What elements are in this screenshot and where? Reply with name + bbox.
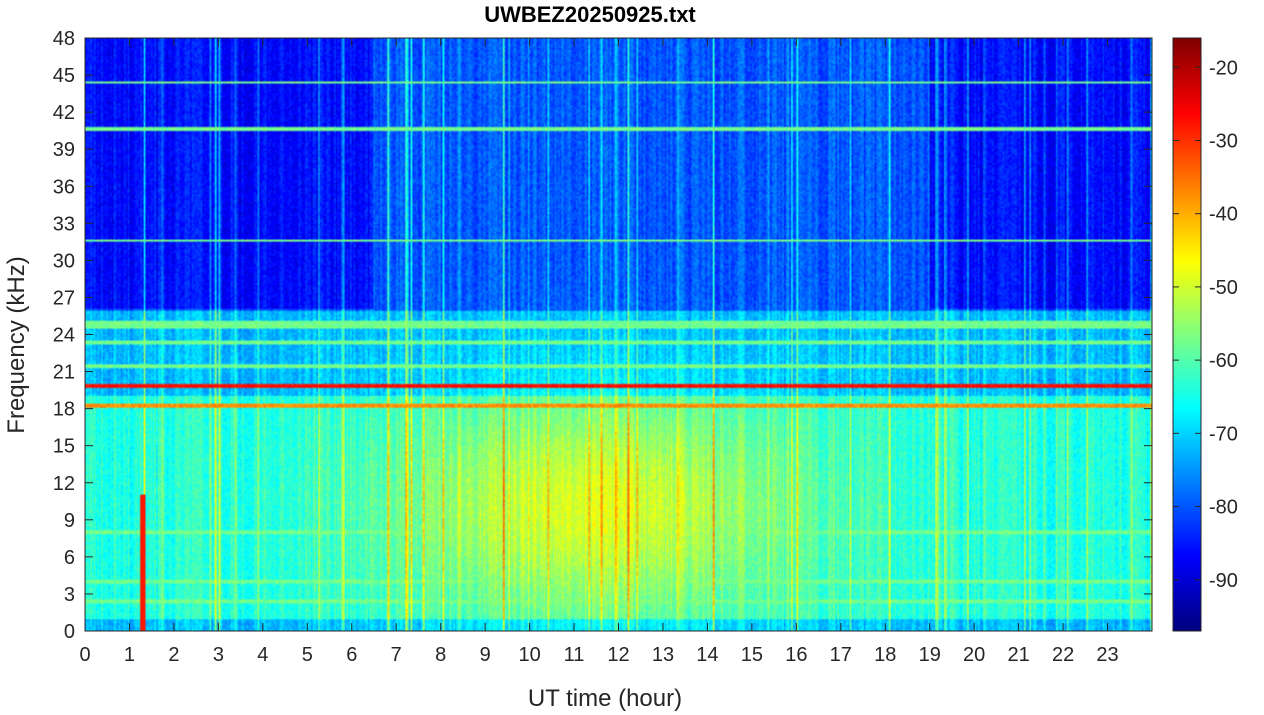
y-tick-label: 3 xyxy=(64,584,75,606)
plot-area xyxy=(84,37,1153,632)
x-tick-label: 18 xyxy=(874,644,896,666)
y-tick-label: 15 xyxy=(53,436,75,458)
x-tick-label: 11 xyxy=(564,644,585,666)
y-tick-label: 36 xyxy=(53,176,75,198)
x-tick-label: 5 xyxy=(302,644,313,666)
y-tick-label: 48 xyxy=(53,28,75,50)
y-tick-label: 39 xyxy=(53,139,75,161)
y-tick-label: 42 xyxy=(53,102,75,124)
x-axis-ticks: 0 1 2 3 4 5 6 7 8 9 10 11 12 13 14 15 16 17 18 19 20 21 22 23 xyxy=(79,38,1119,666)
x-tick-label: 7 xyxy=(391,644,402,666)
x-tick-label: 1 xyxy=(124,644,135,666)
x-tick-label: 20 xyxy=(963,644,985,666)
x-tick-label: 15 xyxy=(741,644,763,666)
y-tick-label: 33 xyxy=(53,213,75,235)
x-axis-label: UT time (hour) xyxy=(528,685,682,712)
y-tick-label: 24 xyxy=(53,325,75,347)
chart-title: UWBEZ20250925.txt xyxy=(484,2,696,27)
colorbar-tick-label: -50 xyxy=(1209,277,1238,299)
colorbar: -20 -30 -40 -50 -60 -70 -80 -90 xyxy=(1172,37,1238,632)
x-tick-label: 4 xyxy=(257,644,268,666)
y-tick-label: 9 xyxy=(64,510,75,532)
x-tick-label: 23 xyxy=(1096,644,1118,666)
colorbar-tick-label: -30 xyxy=(1209,130,1238,152)
x-tick-label: 21 xyxy=(1008,644,1030,666)
colorbar-tick-label: -40 xyxy=(1209,204,1238,226)
colorbar-tick-label: -70 xyxy=(1209,423,1238,445)
x-tick-label: 12 xyxy=(607,644,629,666)
colorbar-tick-label: -80 xyxy=(1209,497,1238,519)
y-tick-label: 18 xyxy=(53,399,75,421)
y-tick-label: 45 xyxy=(53,65,75,87)
x-tick-label: 22 xyxy=(1052,644,1074,666)
x-tick-label: 8 xyxy=(435,644,446,666)
x-tick-label: 10 xyxy=(518,644,540,666)
y-tick-label: 30 xyxy=(53,250,75,272)
colorbar-frame xyxy=(1172,37,1202,632)
x-tick-label: 14 xyxy=(696,644,718,666)
heatmap-image xyxy=(85,38,1152,631)
colorbar-ticks: -20 -30 -40 -50 -60 -70 -80 -90 xyxy=(1173,57,1238,592)
x-tick-label: 0 xyxy=(79,644,90,666)
y-tick-label: 12 xyxy=(53,473,75,495)
y-axis-label: Frequency (kHz) xyxy=(3,256,30,433)
x-tick-label: 17 xyxy=(830,644,852,666)
y-tick-label: 27 xyxy=(53,287,75,309)
x-tick-label: 16 xyxy=(785,644,807,666)
y-tick-label: 0 xyxy=(64,621,75,643)
colorbar-tick-label: -20 xyxy=(1209,57,1238,79)
x-tick-label: 6 xyxy=(346,644,357,666)
x-tick-label: 2 xyxy=(168,644,179,666)
x-tick-label: 9 xyxy=(480,644,491,666)
colorbar-tick-label: -60 xyxy=(1209,350,1238,372)
y-tick-label: 6 xyxy=(64,547,75,569)
colorbar-tick-label: -90 xyxy=(1209,570,1238,592)
x-tick-label: 13 xyxy=(652,644,674,666)
colorbar-image xyxy=(1173,38,1201,631)
x-tick-label: 3 xyxy=(213,644,224,666)
x-tick-label: 19 xyxy=(919,644,941,666)
y-tick-label: 21 xyxy=(53,362,75,384)
